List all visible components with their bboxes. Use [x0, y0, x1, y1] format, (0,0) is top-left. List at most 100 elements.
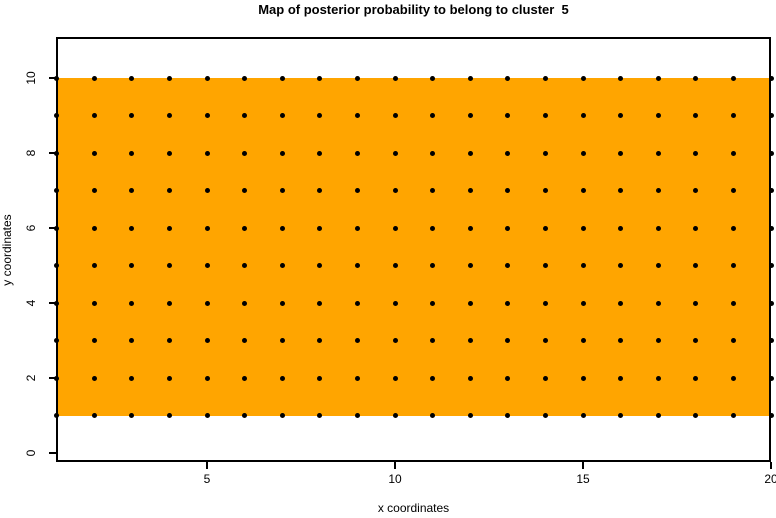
data-point [618, 300, 624, 306]
data-point [354, 75, 360, 81]
data-point [467, 300, 473, 306]
data-point [204, 300, 210, 306]
data-point [467, 113, 473, 118]
data-point [580, 300, 586, 306]
data-point [242, 75, 248, 81]
x-tick [770, 462, 772, 469]
data-point [693, 263, 699, 268]
data-point [392, 150, 398, 156]
data-point [204, 413, 210, 418]
data-point [693, 375, 699, 381]
data-point [580, 225, 586, 231]
data-point [730, 413, 736, 418]
data-point [279, 113, 285, 118]
data-point [129, 300, 135, 306]
data-point [91, 413, 97, 418]
y-tick-label: 8 [24, 149, 38, 157]
data-point [279, 225, 285, 231]
data-point [317, 338, 323, 343]
data-point [655, 225, 661, 231]
data-point [467, 225, 473, 231]
data-point [242, 113, 248, 118]
data-point [279, 413, 285, 418]
data-point [54, 150, 60, 156]
data-point [505, 150, 511, 156]
data-point [730, 113, 736, 118]
data-point [768, 188, 774, 193]
data-point [505, 188, 511, 193]
y-tick [49, 377, 56, 379]
data-point [392, 113, 398, 118]
data-point [618, 225, 624, 231]
data-point [467, 338, 473, 343]
data-point [166, 338, 172, 343]
data-point [242, 225, 248, 231]
data-point [693, 75, 699, 81]
data-point [204, 375, 210, 381]
data-point [279, 75, 285, 81]
data-point [542, 413, 548, 418]
data-point [91, 375, 97, 381]
data-point [618, 113, 624, 118]
data-point [279, 263, 285, 268]
data-point [204, 75, 210, 81]
data-point [166, 113, 172, 118]
data-point [730, 225, 736, 231]
data-point [354, 413, 360, 418]
data-point [54, 338, 60, 343]
data-point [505, 300, 511, 306]
data-point [54, 263, 60, 268]
data-point [54, 300, 60, 306]
y-tick-label: 10 [24, 71, 38, 85]
data-point [768, 413, 774, 418]
data-point [580, 75, 586, 81]
data-point [129, 225, 135, 231]
data-point [430, 225, 436, 231]
x-tick [582, 462, 584, 469]
data-point [166, 150, 172, 156]
y-axis-label: y coordinates [0, 214, 14, 286]
data-point [129, 188, 135, 193]
data-point [91, 338, 97, 343]
data-point [129, 75, 135, 81]
y-tick [49, 152, 56, 154]
data-point [655, 150, 661, 156]
data-point [580, 375, 586, 381]
data-point [693, 150, 699, 156]
data-point [467, 375, 473, 381]
data-point [91, 300, 97, 306]
data-point [580, 113, 586, 118]
data-point [354, 375, 360, 381]
data-point [580, 413, 586, 418]
data-point [166, 375, 172, 381]
data-point [392, 338, 398, 343]
data-point [542, 300, 548, 306]
data-point [580, 188, 586, 193]
data-point [505, 113, 511, 118]
data-point [768, 113, 774, 118]
y-tick-label: 2 [24, 374, 38, 382]
data-point [317, 375, 323, 381]
data-point [430, 338, 436, 343]
data-point [54, 75, 60, 81]
data-point [655, 113, 661, 118]
data-point [467, 75, 473, 81]
data-point [317, 150, 323, 156]
data-point [505, 225, 511, 231]
data-point [768, 263, 774, 268]
data-point [129, 413, 135, 418]
data-point [505, 75, 511, 81]
data-point [392, 188, 398, 193]
data-point [542, 338, 548, 343]
data-point [54, 375, 60, 381]
data-point [392, 225, 398, 231]
x-tick-label: 20 [764, 472, 776, 486]
data-point [542, 263, 548, 268]
data-point [618, 375, 624, 381]
data-point [242, 150, 248, 156]
data-point [542, 375, 548, 381]
data-point [204, 263, 210, 268]
data-point [129, 338, 135, 343]
